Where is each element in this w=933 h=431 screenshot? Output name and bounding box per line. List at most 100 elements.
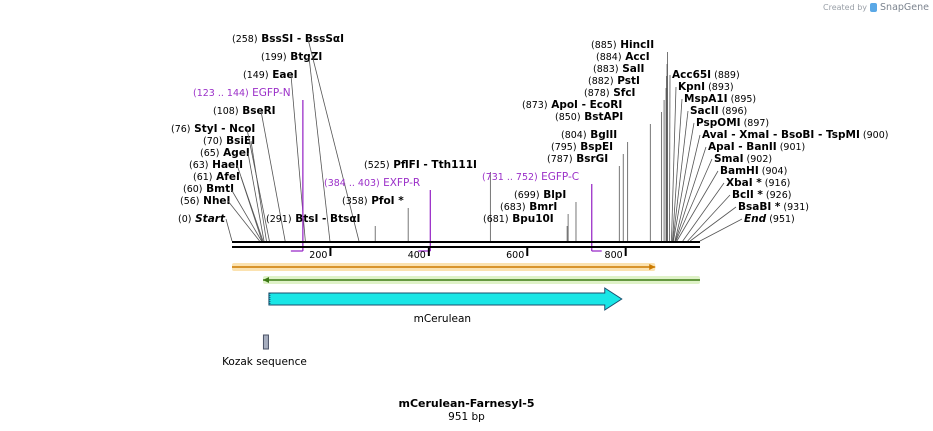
site-pos: (916)	[762, 178, 791, 189]
site-pos: (900)	[860, 130, 889, 141]
site-name: StyI	[191, 123, 218, 135]
site-name: BmtI	[203, 183, 235, 195]
site-name2: - NcoI	[218, 123, 256, 135]
site-name: BseRI	[239, 105, 276, 117]
site-name: PfoI *	[368, 195, 405, 207]
site-label: (258) BssSI - BssSαI	[232, 33, 344, 45]
site-pos: (525)	[364, 160, 390, 171]
site-pos: (904)	[759, 166, 788, 177]
site-label: (60) BmtI	[183, 183, 234, 195]
site-name: BssSI	[258, 33, 294, 45]
site-label: (699) BlpI	[514, 189, 566, 201]
plasmid-length: 951 bp	[448, 411, 485, 423]
site-leader	[675, 158, 713, 242]
site-name: BtgZI	[287, 51, 323, 63]
site-leader	[673, 122, 695, 242]
site-pos: (885)	[591, 40, 617, 51]
site-name: BspEI	[577, 141, 614, 153]
site-pos: (884)	[596, 52, 622, 63]
site-pos: (878)	[584, 88, 610, 99]
site-label: (76) StyI - NcoI	[171, 123, 255, 135]
site-pos: (883)	[593, 64, 619, 75]
site-leader	[689, 206, 737, 242]
site-name: MspA1I	[684, 93, 728, 105]
site-leader	[682, 182, 725, 242]
primer-name: EGFP-C	[538, 171, 579, 183]
created-by-text: Created by	[823, 3, 868, 12]
site-pos: (65)	[200, 148, 220, 159]
site-pos: (258)	[232, 34, 258, 45]
site-name: AccI	[622, 51, 650, 63]
site-name2: - Tth111I	[420, 159, 477, 171]
site-name: BclI *	[732, 189, 763, 201]
site-label: BsaBI * (931)	[738, 201, 809, 213]
site-pos: (873)	[522, 100, 548, 111]
site-label: End (951)	[744, 213, 795, 225]
mcerulean-cds-arrow	[268, 287, 623, 311]
site-label: (878) SfcI	[584, 87, 635, 99]
site-leader	[687, 194, 731, 242]
site-label: KpnI (893)	[678, 81, 734, 93]
site-leader	[671, 86, 677, 242]
site-leader	[676, 170, 719, 242]
kozak-sequence-box	[262, 334, 269, 350]
site-label: (885) HincII	[591, 39, 654, 51]
site-label: (70) BsiEI	[203, 135, 255, 147]
site-name: BsiEI	[223, 135, 256, 147]
site-label: BamHI (904)	[720, 165, 787, 177]
site-label: Acc65I (889)	[672, 69, 740, 81]
site-pos: (795)	[551, 142, 577, 153]
site-label: (681) Bpu10I	[483, 213, 554, 225]
site-pos: (699)	[514, 190, 540, 201]
site-label: (0) Start	[178, 213, 226, 225]
site-name: BstAPI	[581, 111, 624, 123]
site-name: SacII	[690, 105, 719, 117]
site-pos: (850)	[555, 112, 581, 123]
site-label: (884) AccI	[596, 51, 650, 63]
site-pos: (61)	[193, 172, 213, 183]
site-label: (883) SalI	[593, 63, 644, 75]
site-pos: (291)	[266, 214, 292, 225]
site-name: ApoI	[548, 99, 578, 111]
site-name3: - BsoBI	[769, 129, 814, 141]
site-label: (358) PfoI *	[342, 195, 404, 207]
site-label: ApaI - BanII (901)	[708, 141, 805, 153]
site-leader	[225, 218, 233, 242]
site-leader	[308, 56, 331, 242]
site-label: (149) EaeI	[243, 69, 298, 81]
site-name: BsrGI	[573, 153, 609, 165]
site-name2: - XmaI	[728, 129, 770, 141]
site-label: (873) ApoI - EcoRI	[522, 99, 622, 111]
site-label: AvaI - XmaI - BsoBI - TspMI (900)	[702, 129, 888, 141]
snapgene-brand: Created by SnapGene	[823, 2, 929, 13]
site-pos: (895)	[728, 94, 757, 105]
site-pos: (56)	[180, 196, 200, 207]
site-label: (882) PstI	[588, 75, 640, 87]
site-label: SmaI (902)	[714, 153, 772, 165]
site-name: BglII	[587, 129, 618, 141]
site-pos: (149)	[243, 70, 269, 81]
kozak-label: Kozak sequence	[222, 356, 307, 368]
site-label: XbaI * (916)	[726, 177, 790, 189]
cds-label: mCerulean	[414, 313, 471, 325]
snapgene-logo-icon	[870, 3, 878, 12]
site-label: (683) BmrI	[500, 201, 557, 213]
site-name: AvaI	[702, 129, 728, 141]
site-name2: - EcoRI	[578, 99, 622, 111]
axis-tick-label: 800	[605, 250, 623, 261]
site-leader	[250, 140, 267, 242]
site-label: (291) BtsI - BtsαI	[266, 213, 360, 225]
site-label: BclI * (926)	[732, 189, 791, 201]
site-label: (787) BsrGI	[547, 153, 608, 165]
site-pos: (896)	[719, 106, 748, 117]
axis-tick-label: 200	[309, 250, 327, 261]
site-name: Start	[191, 213, 226, 225]
site-leader	[672, 110, 689, 242]
orange-feature-arrowhead	[649, 264, 656, 270]
site-leader	[230, 188, 262, 242]
site-pos: (787)	[547, 154, 573, 165]
primer-range: (123 .. 144)	[193, 88, 249, 99]
site-pos: (63)	[189, 160, 209, 171]
site-leader	[246, 128, 270, 242]
